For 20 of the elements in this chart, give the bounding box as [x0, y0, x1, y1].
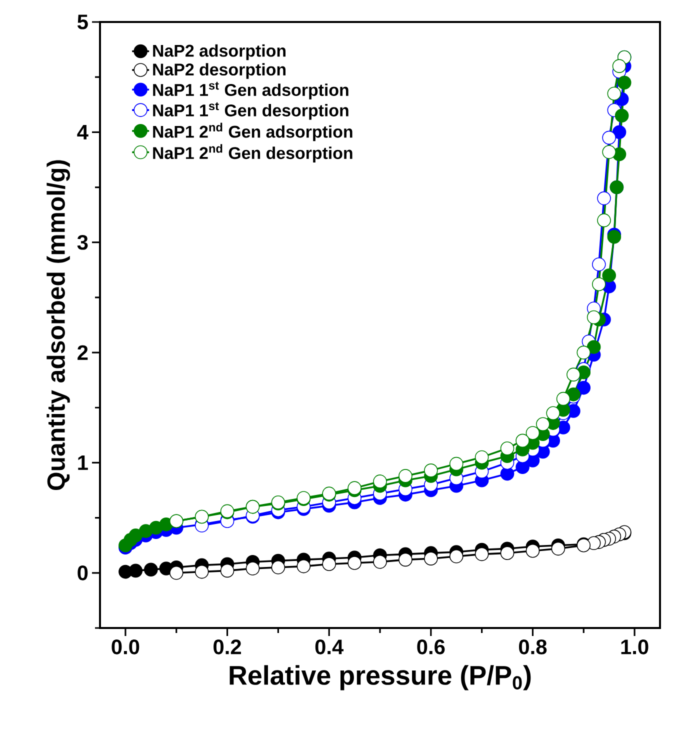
legend-label: NaP1 2$^{nd}$ Gen adsorption	[153, 122, 352, 142]
y-tick-label: 3	[77, 234, 88, 250]
legend-label: NaP1 2$^{nd}$ Gen desorption	[153, 144, 352, 162]
x-tick-label: 0.8	[519, 640, 547, 654]
x-tick-label: 0.4	[315, 640, 344, 654]
legend-label: NaP2 desorption	[153, 63, 286, 79]
y-axis-title: Quantity adsorbed (mmol/g)	[46, 160, 70, 490]
legend-label: NaP1 1$^{st}$ Gen desorption	[153, 102, 348, 120]
y-tick-label: 5	[77, 14, 88, 30]
y-tick-label: 0	[78, 566, 88, 580]
legend-label: NaP1 1$^{st}$ Gen adsorption	[153, 82, 348, 100]
x-tick-label: 0.6	[417, 640, 445, 654]
legend-label: NaP2 adsorption	[153, 44, 286, 60]
y-tick-label: 1	[78, 456, 88, 470]
y-tick-label: 2	[78, 345, 88, 360]
x-tick-label: 0.0	[112, 640, 140, 654]
y-tick-label: 4	[77, 124, 88, 140]
x-axis-title: Relative pressure (P/P$_{0}$)	[230, 665, 531, 690]
x-tick-label: 0.2	[214, 640, 241, 654]
x-tick-label: 1.0	[621, 640, 648, 654]
